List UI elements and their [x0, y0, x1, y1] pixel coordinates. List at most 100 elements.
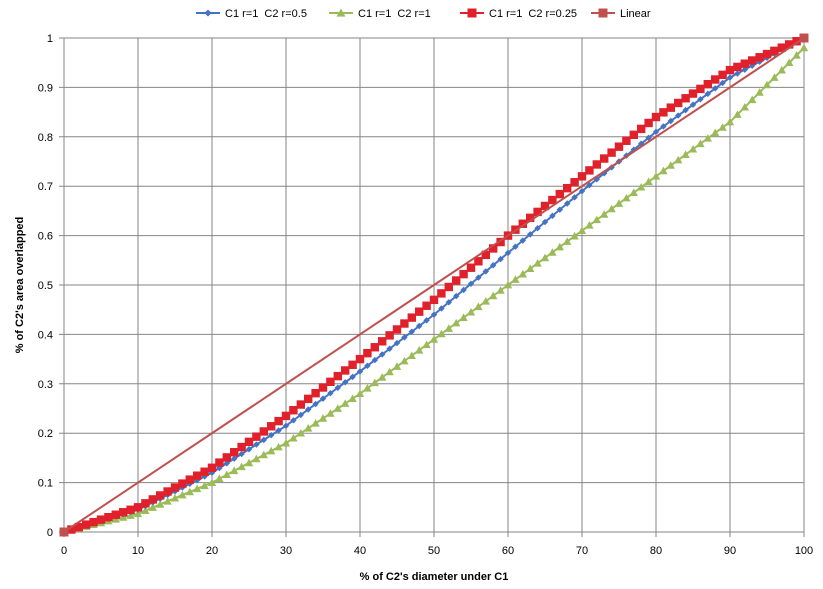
- data-point: [578, 187, 586, 195]
- data-point: [185, 487, 194, 496]
- data-point: [259, 450, 268, 459]
- y-tick-label: 0.3: [38, 379, 53, 391]
- data-point: [400, 356, 409, 365]
- x-tick-label: 20: [206, 545, 218, 557]
- data-point: [799, 43, 809, 52]
- data-point: [637, 124, 646, 134]
- data-point: [629, 130, 638, 140]
- series-c1-r-1-c2-r-0-25: [59, 33, 809, 537]
- legend-label: C1 r=1 C2 r=0.5: [225, 8, 307, 20]
- data-point: [740, 102, 749, 111]
- data-point: [274, 416, 283, 426]
- data-point: [230, 466, 239, 475]
- data-point: [245, 446, 253, 453]
- data-point: [156, 500, 165, 508]
- data-point: [349, 373, 356, 381]
- data-point: [659, 108, 668, 117]
- data-point: [689, 101, 697, 108]
- data-point: [555, 242, 564, 251]
- data-point: [651, 112, 661, 122]
- y-axis-title: % of C2's area overlapped: [14, 217, 26, 354]
- data-point: [244, 458, 254, 467]
- data-point: [481, 297, 490, 305]
- data-point: [467, 280, 475, 287]
- data-point: [200, 467, 209, 476]
- data-point: [178, 490, 187, 499]
- y-tick-label: 0.5: [38, 280, 53, 292]
- data-point: [89, 517, 98, 527]
- data-point: [96, 515, 106, 524]
- data-point: [682, 106, 689, 114]
- data-point: [363, 348, 372, 358]
- data-point: [481, 250, 490, 260]
- data-point: [297, 411, 304, 419]
- data-point: [148, 503, 157, 511]
- data-point: [341, 399, 350, 407]
- series-linear: [59, 33, 809, 537]
- data-point: [163, 487, 172, 496]
- data-point: [703, 79, 712, 89]
- data-point: [711, 128, 720, 137]
- data-point: [725, 117, 735, 126]
- data-point: [275, 427, 282, 434]
- data-point: [799, 33, 809, 43]
- data-point: [674, 98, 683, 108]
- data-point: [482, 268, 489, 275]
- data-point: [222, 453, 231, 462]
- data-point: [126, 505, 135, 514]
- data-point: [785, 40, 794, 49]
- data-point: [207, 478, 217, 486]
- data-point: [370, 378, 379, 387]
- data-point: [252, 454, 261, 463]
- data-point: [785, 58, 794, 67]
- data-point: [733, 62, 742, 72]
- data-point: [703, 134, 712, 142]
- data-point: [185, 475, 194, 484]
- y-axis-ticks: 0 0.1 0.2 0.3 0.4 0.5 0.6 0.7 0.8 0.9 1: [38, 33, 53, 539]
- data-point: [512, 243, 519, 250]
- data-point: [364, 362, 371, 369]
- data-point: [111, 510, 120, 519]
- data-point: [422, 340, 431, 349]
- data-point: [408, 328, 415, 335]
- x-tick-label: 100: [795, 545, 813, 557]
- data-point: [600, 210, 609, 218]
- data-point: [644, 177, 653, 186]
- data-point: [429, 335, 439, 343]
- data-point: [638, 140, 645, 147]
- data-point: [688, 89, 698, 98]
- x-tick-label: 30: [280, 545, 292, 557]
- data-point: [267, 422, 276, 431]
- y-tick-label: 1: [47, 33, 53, 45]
- data-point: [416, 322, 423, 330]
- y-tick-label: 0.4: [38, 329, 53, 341]
- data-point: [474, 257, 483, 266]
- data-point: [666, 161, 675, 169]
- data-point: [170, 483, 180, 492]
- data-point: [637, 182, 646, 191]
- data-point: [534, 224, 541, 232]
- data-point: [733, 110, 742, 118]
- data-point: [474, 302, 483, 311]
- x-tick-label: 50: [428, 545, 440, 557]
- data-point: [466, 263, 476, 272]
- data-point: [681, 94, 690, 103]
- data-point: [342, 379, 349, 386]
- data-point: [659, 166, 668, 175]
- data-point: [696, 84, 705, 94]
- y-tick-label: 0.8: [38, 132, 53, 144]
- data-point: [319, 395, 327, 402]
- data-point: [770, 73, 779, 81]
- data-point: [148, 495, 157, 504]
- data-point: [748, 56, 757, 65]
- data-point: [734, 70, 741, 77]
- data-point: [437, 289, 446, 298]
- data-point: [208, 469, 216, 476]
- data-point: [712, 85, 719, 92]
- legend-item: C1 r=1 C2 r=0.5: [196, 8, 307, 20]
- data-point: [370, 343, 379, 352]
- data-point: [296, 400, 305, 409]
- data-point: [585, 221, 594, 229]
- data-point: [355, 389, 365, 398]
- data-point: [363, 384, 372, 392]
